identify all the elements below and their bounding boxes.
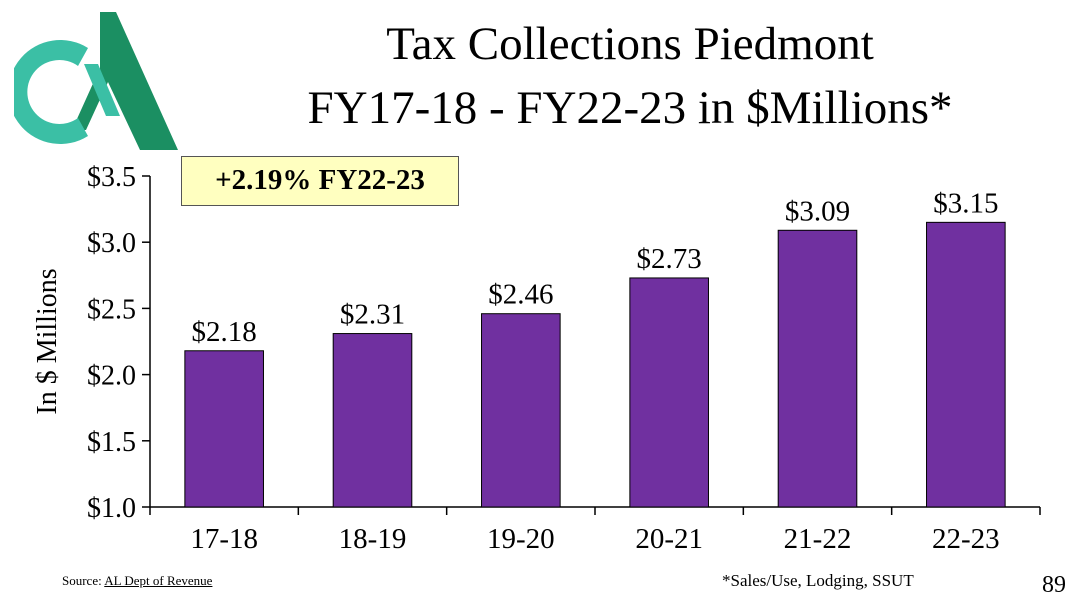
bar-value-label: $2.46	[488, 279, 553, 311]
chart-title-line2: FY17-18 - FY22-23 in $Millions*	[307, 82, 953, 134]
bar-value-label: $3.09	[785, 195, 850, 227]
bar	[184, 350, 264, 508]
cm-logo-icon	[14, 12, 178, 150]
bar	[481, 313, 561, 508]
x-tick-label: 21-22	[784, 523, 852, 555]
source-link[interactable]: AL Dept of Revenue	[104, 573, 213, 588]
bar-value-label: $3.15	[933, 187, 998, 219]
bar-value-label: $2.18	[192, 316, 257, 348]
footnote: *Sales/Use, Lodging, SSUT	[722, 571, 914, 590]
x-tick-label: 18-19	[339, 523, 407, 555]
y-tick-label: $1.0	[87, 493, 136, 524]
source-note: Source: AL Dept of Revenue	[62, 573, 212, 589]
x-tick-label: 19-20	[487, 523, 555, 555]
x-tick-label: 22-23	[932, 523, 1000, 555]
bar	[777, 229, 858, 508]
chart-bars	[184, 221, 1006, 508]
bar	[629, 277, 709, 508]
source-prefix: Source:	[62, 573, 105, 588]
y-tick-label: $1.5	[87, 427, 136, 458]
chart-title-line1: Tax Collections Piedmont	[386, 18, 874, 70]
y-tick-label: $3.5	[87, 162, 136, 193]
y-axis-label: In $ Millions	[32, 268, 63, 414]
bar-value-label: $2.31	[340, 299, 405, 331]
logo-inner-peak-shape	[84, 64, 120, 116]
x-tick-label: 17-18	[190, 523, 258, 555]
logo-c-shape	[14, 40, 88, 144]
logo-mountain-shape	[72, 12, 178, 150]
growth-callout: +2.19% FY22-23	[181, 156, 459, 206]
chart-axes	[142, 175, 1041, 515]
chart-labels: $1.0 $1.5 $2.0 $2.5 $3.0 $3.5 In $ Millions $2.…	[32, 162, 1000, 555]
page-number: 89	[1042, 572, 1066, 598]
bar	[926, 221, 1006, 508]
y-tick-label: $3.0	[87, 228, 136, 259]
y-tick-label: $2.5	[87, 294, 136, 325]
bar-value-label: $2.73	[637, 243, 702, 275]
y-tick-label: $2.0	[87, 361, 136, 392]
x-tick-label: 20-21	[635, 523, 703, 555]
bar	[332, 333, 413, 508]
